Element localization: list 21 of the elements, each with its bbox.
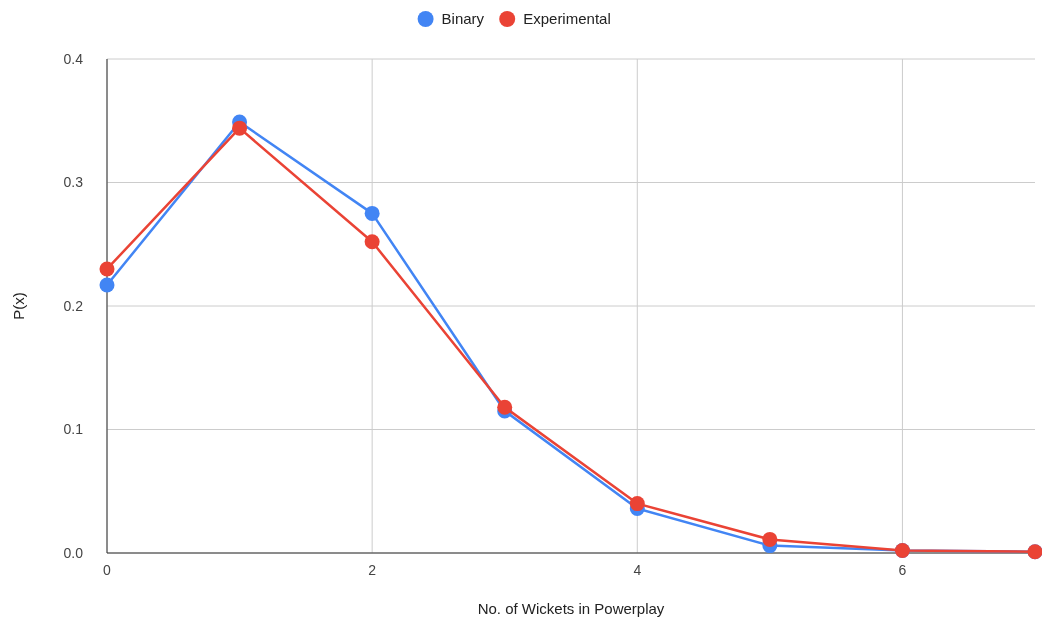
point [99,277,115,293]
y-tick-label: 0.0 [63,544,84,561]
x-tick-label: 2 [368,562,377,578]
point [99,261,115,277]
point [629,496,645,512]
point [364,234,380,250]
legend-label: Binary [441,10,485,28]
legend-label: Experimental [523,10,611,28]
point [497,399,513,415]
point [364,205,380,221]
y-tick-label: 0.1 [63,421,84,438]
y-tick-label: 0.3 [63,174,84,191]
x-tick-label: 0 [103,562,112,578]
y-tick-label: 0.4 [63,50,84,67]
y-tick-label: 0.2 [63,297,84,314]
point [232,120,248,136]
x-tick-label: 6 [898,562,907,578]
y-axis-title: P(x) [10,292,27,320]
x-tick-label: 4 [633,562,642,578]
point [762,531,778,547]
x-axis-title: No. of Wickets in Powerplay [477,600,665,617]
